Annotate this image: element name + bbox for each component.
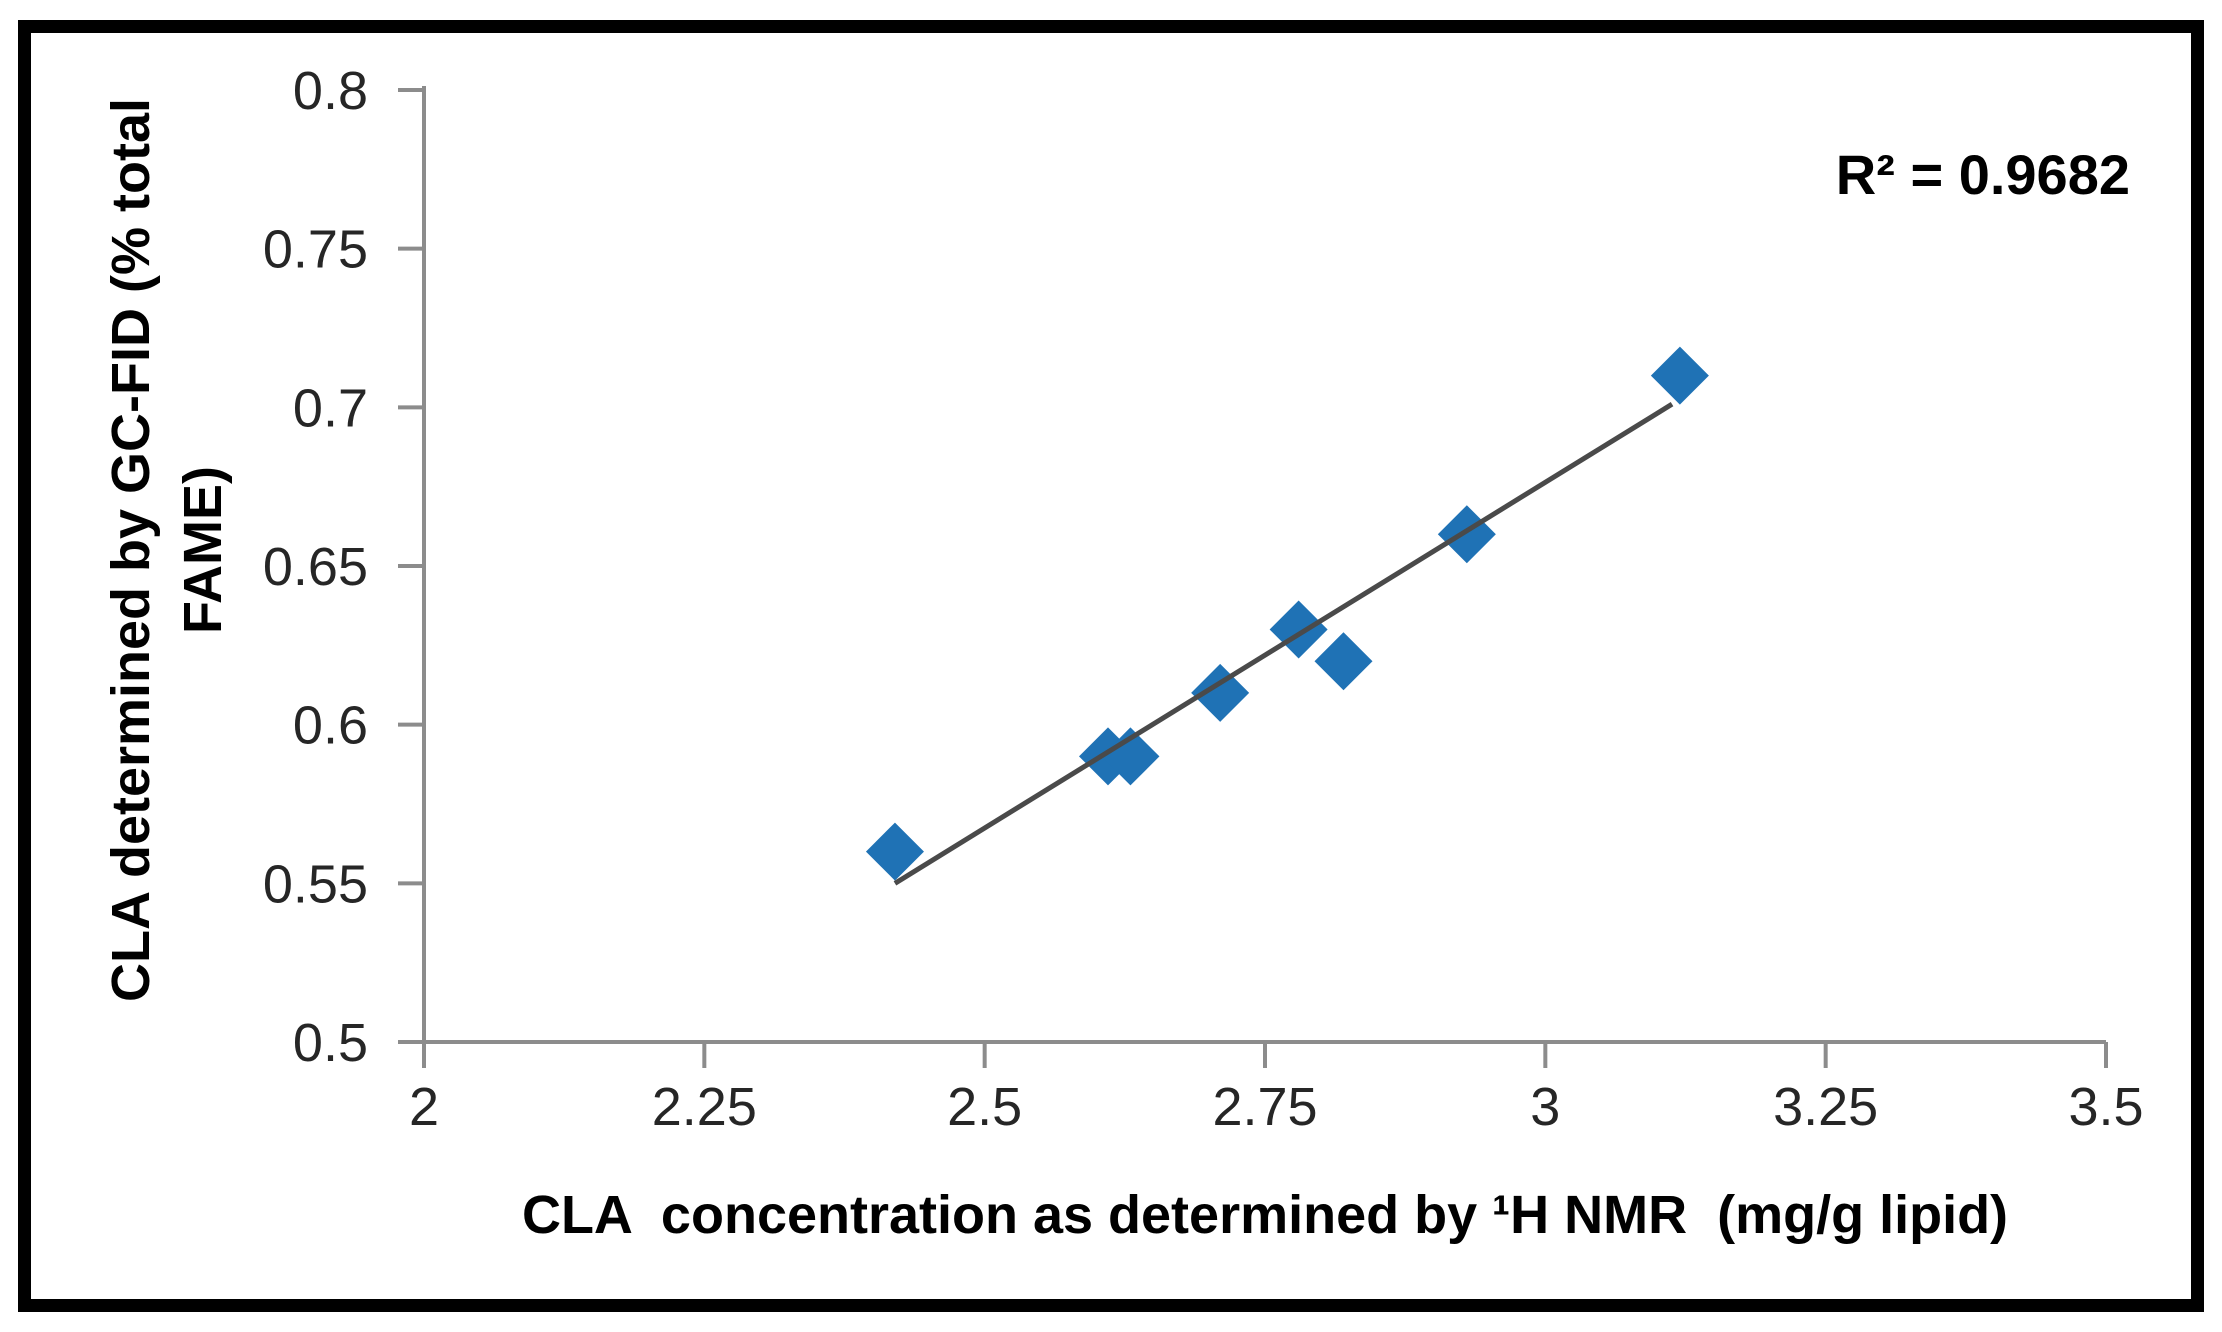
y-tick-label: 0.65	[263, 537, 368, 597]
trendline	[893, 402, 1674, 886]
y-tick-label: 0.55	[263, 854, 368, 914]
x-tick-label: 2.25	[652, 1077, 757, 1137]
data-point-diamond	[865, 822, 924, 881]
data-point-diamond	[1650, 346, 1709, 405]
y-axis-title-line1: CLA determined by GC-FID (% total	[101, 97, 161, 1003]
x-tick-label: 2.5	[947, 1077, 1022, 1137]
x-tick-label: 3.5	[2068, 1077, 2143, 1137]
y-tick-label: 0.7	[293, 378, 368, 438]
data-point-diamond	[1101, 727, 1160, 786]
y-axis-title: CLA determined by GC-FID (% total FAME)	[95, 0, 239, 1100]
x-axis-title: CLA concentration as determined by ¹H NM…	[521, 1185, 2009, 1245]
data-point-diamond	[1314, 632, 1373, 691]
y-axis-title-line2: FAME)	[173, 466, 233, 634]
y-tick-label: 0.6	[293, 696, 368, 756]
x-tick-label: 2.75	[1212, 1077, 1317, 1137]
x-tick-label: 3	[1530, 1077, 1560, 1137]
r-squared-annotation: R² = 0.9682	[1835, 143, 2130, 206]
y-tick-label: 0.5	[293, 1013, 368, 1073]
data-point-diamond	[1191, 663, 1250, 722]
x-tick-label: 2	[409, 1077, 439, 1137]
data-point-diamond	[1437, 505, 1496, 564]
x-tick-label: 3.25	[1773, 1077, 1878, 1137]
y-tick-label: 0.8	[293, 61, 368, 121]
y-tick-label: 0.75	[263, 220, 368, 280]
